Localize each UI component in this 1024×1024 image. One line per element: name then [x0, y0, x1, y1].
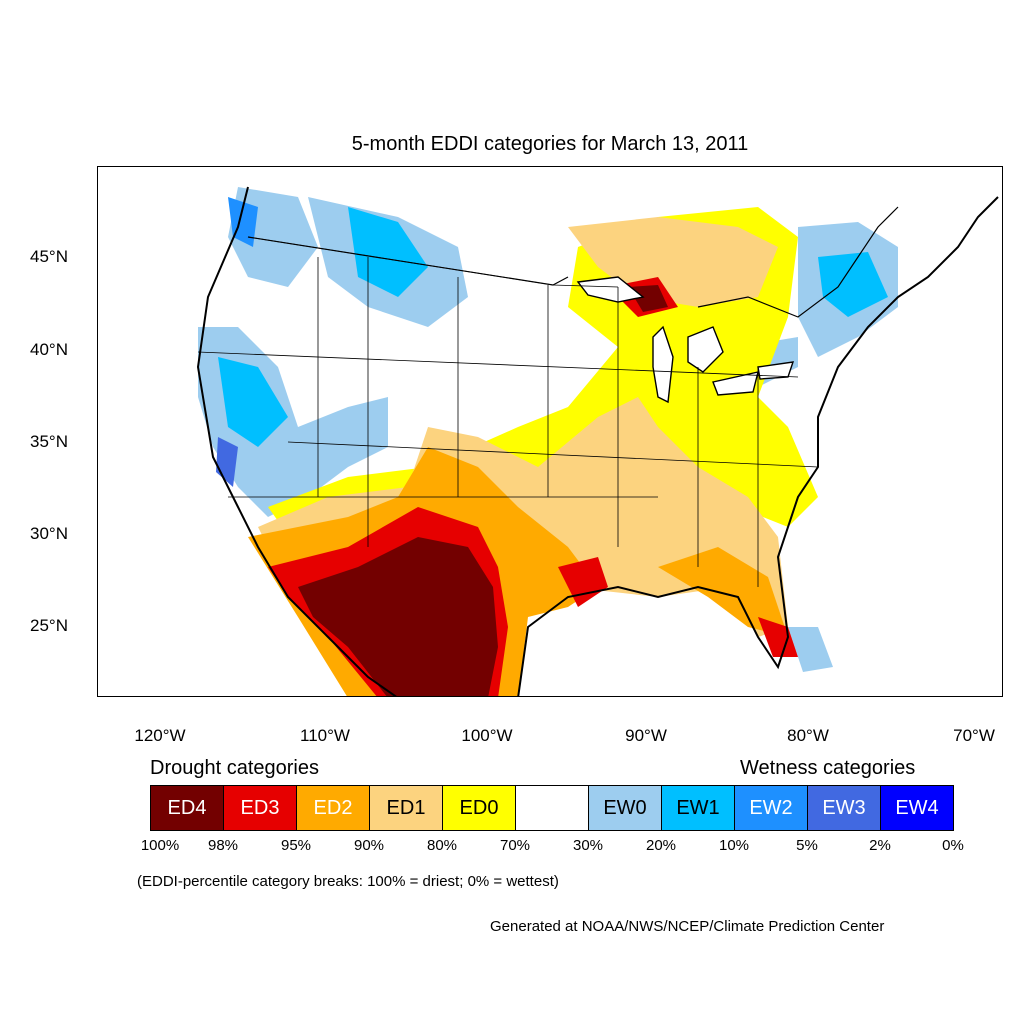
- legend-box-ed1: ED1: [369, 785, 443, 831]
- percentile-label: 100%: [140, 837, 180, 854]
- lon-label-90: 90°W: [625, 726, 667, 745]
- wetness-categories-heading: Wetness categories: [740, 757, 916, 779]
- map-canvas: [196, 186, 999, 696]
- percentile-label: 20%: [645, 837, 677, 854]
- legend-box-ed0: ED0: [442, 785, 516, 831]
- legend-box-ew2: EW2: [734, 785, 808, 831]
- eddi-map: [97, 166, 1003, 697]
- lat-label-25: 25°N: [30, 616, 68, 635]
- lat-label-40: 40°N: [30, 340, 68, 359]
- percentile-label: 98%: [207, 837, 239, 854]
- legend-box-ed2: ED2: [296, 785, 370, 831]
- lat-label-35: 35°N: [30, 432, 68, 451]
- map-title: 5-month EDDI categories for March 13, 20…: [351, 133, 749, 155]
- us-coastline: [196, 186, 999, 696]
- canada-border: [247, 206, 899, 318]
- percentile-label: 70%: [499, 837, 531, 854]
- legend-box-normal: [515, 785, 589, 831]
- percentile-label: 10%: [718, 837, 750, 854]
- percentile-label: 95%: [280, 837, 312, 854]
- percentile-label: 5%: [796, 837, 818, 854]
- drought-regions: [248, 207, 818, 696]
- percentile-note: (EDDI-percentile category breaks: 100% =…: [137, 873, 559, 890]
- legend-box-ed3: ED3: [223, 785, 297, 831]
- percentile-label: 2%: [869, 837, 891, 854]
- percentile-label: 0%: [942, 837, 964, 854]
- credit-line: Generated at NOAA/NWS/NCEP/Climate Predi…: [490, 918, 885, 935]
- lon-label-120: 120°W: [134, 726, 186, 745]
- drought-categories-heading: Drought categories: [150, 757, 319, 779]
- percentile-label: 30%: [572, 837, 604, 854]
- lon-label-110: 110°W: [300, 726, 350, 745]
- lon-label-80: 80°W: [787, 726, 829, 745]
- percentile-label: 90%: [353, 837, 385, 854]
- lat-label-45: 45°N: [30, 247, 68, 266]
- lon-label-100: 100°W: [461, 726, 513, 745]
- lat-label-30: 30°N: [30, 524, 68, 543]
- legend-box-ed4: ED4: [150, 785, 224, 831]
- lon-label-70: 70°W: [953, 726, 995, 745]
- legend-box-ew3: EW3: [807, 785, 881, 831]
- legend-box-ew0: EW0: [588, 785, 662, 831]
- legend-box-ew4: EW4: [880, 785, 954, 831]
- percentile-label: 80%: [426, 837, 458, 854]
- legend-box-ew1: EW1: [661, 785, 735, 831]
